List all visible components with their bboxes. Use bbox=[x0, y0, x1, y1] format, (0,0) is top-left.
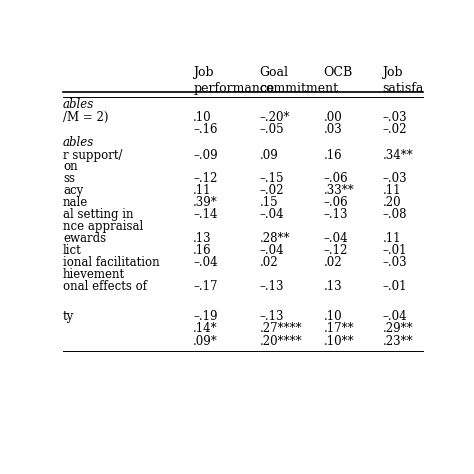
Text: –.02: –.02 bbox=[383, 123, 407, 137]
Text: –.02: –.02 bbox=[259, 184, 284, 197]
Text: .13: .13 bbox=[193, 232, 212, 245]
Text: –.06: –.06 bbox=[324, 172, 348, 185]
Text: .02: .02 bbox=[259, 256, 278, 269]
Text: .20****: .20**** bbox=[259, 335, 302, 348]
Text: Goal
commitment: Goal commitment bbox=[259, 66, 338, 95]
Text: /M = 2): /M = 2) bbox=[63, 111, 109, 124]
Text: –.04: –.04 bbox=[383, 310, 407, 322]
Text: –.20*: –.20* bbox=[259, 111, 290, 124]
Text: Job
satisfa: Job satisfa bbox=[383, 66, 424, 95]
Text: .11: .11 bbox=[383, 232, 401, 245]
Text: ables: ables bbox=[63, 136, 94, 149]
Text: .10: .10 bbox=[193, 111, 212, 124]
Text: lict: lict bbox=[63, 244, 82, 257]
Text: –.01: –.01 bbox=[383, 244, 407, 257]
Text: Job
performance: Job performance bbox=[193, 66, 274, 95]
Text: .11: .11 bbox=[193, 184, 212, 197]
Text: –.04: –.04 bbox=[193, 256, 218, 269]
Text: .20: .20 bbox=[383, 196, 401, 209]
Text: on: on bbox=[63, 160, 78, 173]
Text: hievement: hievement bbox=[63, 268, 125, 281]
Text: nce appraisal: nce appraisal bbox=[63, 220, 143, 233]
Text: ss: ss bbox=[63, 172, 75, 185]
Text: r support/: r support/ bbox=[63, 149, 122, 162]
Text: .15: .15 bbox=[259, 196, 278, 209]
Text: .14*: .14* bbox=[193, 322, 218, 335]
Text: .33**: .33** bbox=[324, 184, 355, 197]
Text: ional facilitation: ional facilitation bbox=[63, 256, 160, 269]
Text: ty: ty bbox=[63, 310, 74, 322]
Text: .13: .13 bbox=[324, 280, 342, 293]
Text: –.16: –.16 bbox=[193, 123, 218, 137]
Text: –.17: –.17 bbox=[193, 280, 218, 293]
Text: .27****: .27**** bbox=[259, 322, 302, 335]
Text: –.12: –.12 bbox=[324, 244, 348, 257]
Text: OCB: OCB bbox=[324, 66, 353, 79]
Text: –.15: –.15 bbox=[259, 172, 284, 185]
Text: .34**: .34** bbox=[383, 149, 413, 162]
Text: .23**: .23** bbox=[383, 335, 413, 348]
Text: –.01: –.01 bbox=[383, 280, 407, 293]
Text: –.04: –.04 bbox=[259, 208, 284, 221]
Text: .00: .00 bbox=[324, 111, 343, 124]
Text: .28**: .28** bbox=[259, 232, 290, 245]
Text: .16: .16 bbox=[193, 244, 212, 257]
Text: .11: .11 bbox=[383, 184, 401, 197]
Text: al setting in: al setting in bbox=[63, 208, 133, 221]
Text: –.06: –.06 bbox=[324, 196, 348, 209]
Text: –.05: –.05 bbox=[259, 123, 284, 137]
Text: .09*: .09* bbox=[193, 335, 218, 348]
Text: –.03: –.03 bbox=[383, 111, 407, 124]
Text: .02: .02 bbox=[324, 256, 342, 269]
Text: –.13: –.13 bbox=[259, 310, 284, 322]
Text: .09: .09 bbox=[259, 149, 278, 162]
Text: –.03: –.03 bbox=[383, 172, 407, 185]
Text: .17**: .17** bbox=[324, 322, 355, 335]
Text: onal effects of: onal effects of bbox=[63, 280, 147, 293]
Text: ewards: ewards bbox=[63, 232, 106, 245]
Text: .10: .10 bbox=[324, 310, 342, 322]
Text: –.13: –.13 bbox=[324, 208, 348, 221]
Text: ables: ables bbox=[63, 98, 94, 111]
Text: –.09: –.09 bbox=[193, 149, 218, 162]
Text: –.14: –.14 bbox=[193, 208, 218, 221]
Text: –.04: –.04 bbox=[259, 244, 284, 257]
Text: .29**: .29** bbox=[383, 322, 413, 335]
Text: acy: acy bbox=[63, 184, 83, 197]
Text: .39*: .39* bbox=[193, 196, 218, 209]
Text: .03: .03 bbox=[324, 123, 343, 137]
Text: –.04: –.04 bbox=[324, 232, 348, 245]
Text: .10**: .10** bbox=[324, 335, 355, 348]
Text: nale: nale bbox=[63, 196, 88, 209]
Text: –.19: –.19 bbox=[193, 310, 218, 322]
Text: –.08: –.08 bbox=[383, 208, 407, 221]
Text: .16: .16 bbox=[324, 149, 342, 162]
Text: –.03: –.03 bbox=[383, 256, 407, 269]
Text: –.13: –.13 bbox=[259, 280, 284, 293]
Text: –.12: –.12 bbox=[193, 172, 218, 185]
